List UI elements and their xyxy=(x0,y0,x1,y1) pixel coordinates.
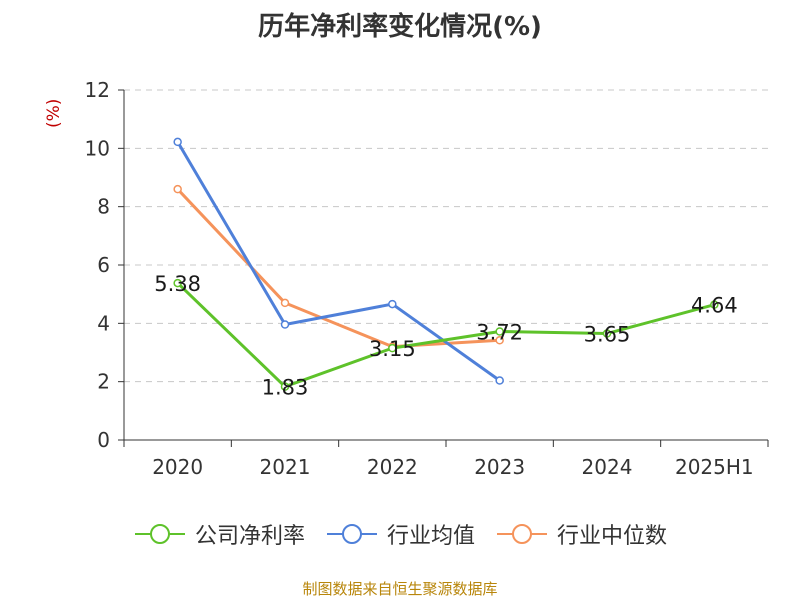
x-tick-label: 2022 xyxy=(367,455,418,479)
x-tick-label: 2025H1 xyxy=(675,455,754,479)
data-label: 4.64 xyxy=(691,294,738,318)
data-point xyxy=(173,184,182,194)
y-tick-label: 10 xyxy=(85,136,110,160)
data-point xyxy=(173,137,182,147)
data-label: 3.15 xyxy=(369,337,416,361)
chart-title: 历年净利率变化情况(%) xyxy=(258,12,542,42)
data-label: 3.72 xyxy=(476,321,523,345)
source-note: 制图数据来自恒生聚源数据库 xyxy=(302,580,498,598)
legend-swatch-industry-mean xyxy=(326,524,377,544)
data-label: 3.65 xyxy=(584,323,631,347)
legend-item-industry-median[interactable]: 行业中位数 xyxy=(495,518,667,550)
data-point xyxy=(280,382,290,391)
data-point xyxy=(173,278,182,288)
legend-swatch-industry-median xyxy=(497,524,547,544)
y-tick-label: 4 xyxy=(97,311,110,335)
data-point xyxy=(602,329,612,338)
x-tick-label: 2023 xyxy=(474,455,525,479)
series-line-0 xyxy=(176,282,715,389)
data-point xyxy=(495,336,504,345)
legend: 公司净利率 行业均值 行业中位数 xyxy=(0,518,800,550)
y-tick-label: 0 xyxy=(97,428,110,452)
legend-item-industry-mean[interactable]: 行业均值 xyxy=(325,518,475,550)
data-point xyxy=(495,327,504,336)
x-tick-label: 2024 xyxy=(582,455,633,479)
y-tick-label: 2 xyxy=(97,370,110,394)
x-tick-label: 2021 xyxy=(260,455,311,479)
x-tick-label: 2020 xyxy=(152,455,203,479)
y-tick-label: 6 xyxy=(97,253,110,277)
series-line-1 xyxy=(176,141,501,382)
legend-item-company[interactable]: 公司净利率 xyxy=(133,518,305,550)
data-point xyxy=(710,300,719,309)
data-label: 1.83 xyxy=(262,376,309,400)
legend-label-company: 公司净利率 xyxy=(194,524,305,549)
data-point xyxy=(280,320,290,329)
data-point xyxy=(388,343,397,353)
legend-label-industry-median: 行业中位数 xyxy=(557,524,668,549)
data-label: 5.38 xyxy=(154,272,201,296)
data-point xyxy=(280,298,290,308)
data-point xyxy=(388,299,397,309)
legend-label-industry-mean: 行业均值 xyxy=(386,524,475,549)
y-tick-label: 12 xyxy=(85,78,110,102)
y-tick-label: 8 xyxy=(97,195,110,219)
legend-swatch-company xyxy=(134,524,185,544)
data-point xyxy=(495,376,504,385)
